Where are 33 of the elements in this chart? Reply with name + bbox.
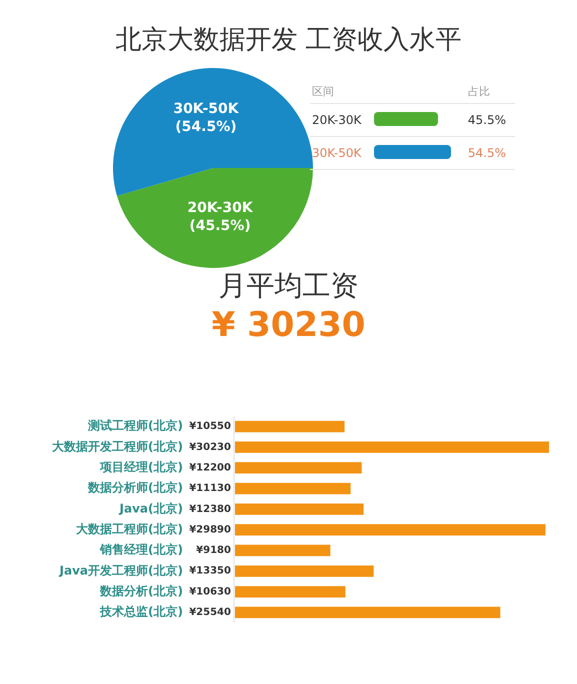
- data-label: ¥12380: [189, 504, 232, 515]
- y-tick-label: 销售经理(北京): [99, 542, 183, 557]
- y-tick-label: Java开发工程师(北京): [58, 563, 183, 578]
- category-label: 20K-30K: [312, 113, 362, 127]
- y-tick-label: 测试工程师(北京): [87, 418, 183, 433]
- text: 占比: [466, 80, 515, 104]
- chart-subtitle: ¥ 30230: [210, 305, 366, 345]
- data-label: ¥10550: [189, 421, 232, 432]
- data-label: ¥30230: [189, 442, 232, 453]
- data-label: ¥25540: [189, 607, 232, 618]
- legend-title: 区间: [310, 80, 466, 104]
- chart-title: 月平均工资: [218, 268, 360, 304]
- y-tick-label: 数据分析(北京): [99, 584, 183, 598]
- text: 45.5%: [466, 104, 515, 136]
- y-tick-label: 大数据工程师(北京): [76, 522, 183, 536]
- data-label: ¥12200: [189, 462, 232, 474]
- y-tick-label: 项目经理(北京): [99, 460, 183, 474]
- y-tick-label: 数据分析师(北京): [87, 480, 183, 495]
- y-tick-label: 大数据开发工程师(北京): [52, 439, 183, 454]
- text: 54.5%: [466, 136, 515, 170]
- data-label: ¥29890: [189, 524, 232, 536]
- data-label: (54.5%): [175, 119, 237, 136]
- y-tick-label: Java(北京): [118, 501, 183, 516]
- data-label: ¥9180: [196, 545, 232, 556]
- slice-label: 30K-50K: [310, 136, 372, 170]
- data-label: ¥10630: [189, 586, 232, 598]
- slice-label: 20K-30K: [187, 200, 254, 216]
- data-label: (45.5%): [189, 218, 251, 234]
- slice-label: 30K-50K: [173, 101, 240, 118]
- data-label: ¥11130: [189, 483, 232, 494]
- data-label: ¥13350: [189, 566, 232, 577]
- chart-title: 北京大数据开发 工资收入水平: [114, 24, 463, 57]
- y-tick-label: 技术总监(北京): [99, 604, 183, 619]
